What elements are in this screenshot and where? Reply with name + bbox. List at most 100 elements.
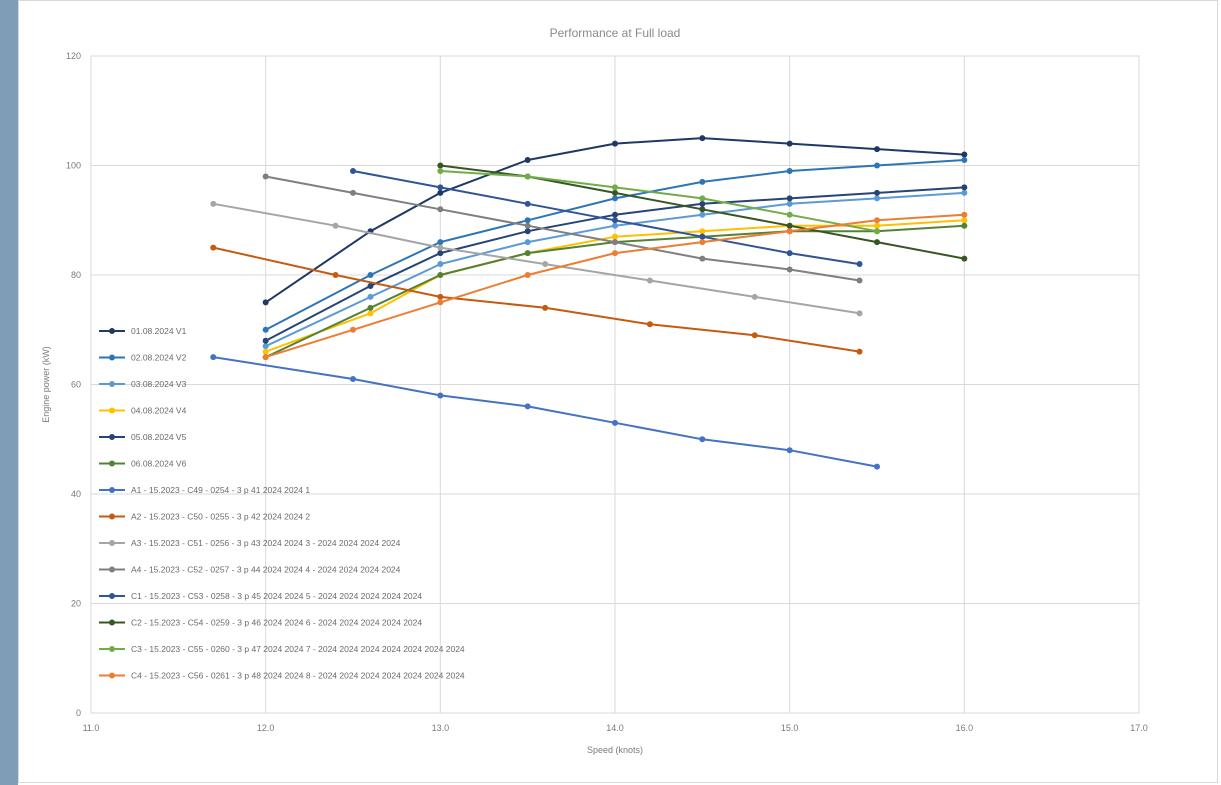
x-tick-label: 11.0 bbox=[83, 723, 100, 733]
y-tick-label: 20 bbox=[71, 599, 81, 609]
legend-swatch-marker bbox=[109, 619, 115, 626]
data-point bbox=[350, 326, 356, 333]
data-point bbox=[210, 200, 217, 207]
data-point bbox=[524, 217, 531, 224]
legend-entry: C4 - 15.2023 - C56 - 0261 - 3 p 48 2024 … bbox=[131, 671, 465, 681]
legend-swatch-marker bbox=[109, 593, 115, 599]
x-tick-label: 12.0 bbox=[257, 723, 275, 733]
data-point bbox=[262, 299, 269, 306]
chart-title: Performance at Full load bbox=[550, 26, 681, 40]
data-point bbox=[437, 162, 444, 169]
data-point bbox=[524, 403, 531, 410]
data-point bbox=[874, 189, 880, 196]
data-point bbox=[646, 321, 653, 328]
y-tick-label: 60 bbox=[71, 380, 81, 390]
data-point bbox=[786, 195, 793, 202]
x-tick-label: 15.0 bbox=[781, 723, 799, 733]
data-point bbox=[524, 228, 531, 235]
data-point bbox=[437, 293, 444, 300]
data-point bbox=[786, 228, 793, 235]
data-point bbox=[699, 206, 706, 213]
data-point bbox=[961, 255, 968, 262]
data-point bbox=[524, 200, 531, 207]
data-point bbox=[699, 233, 706, 240]
data-point bbox=[210, 244, 217, 251]
data-point bbox=[612, 250, 618, 257]
data-point bbox=[437, 184, 444, 191]
data-point bbox=[332, 222, 339, 229]
data-point bbox=[437, 189, 444, 196]
x-tick-label: 13.0 bbox=[432, 723, 450, 733]
data-point bbox=[437, 244, 444, 251]
y-tick-label: 100 bbox=[66, 161, 81, 171]
data-point bbox=[262, 343, 269, 350]
data-point bbox=[612, 211, 618, 218]
data-point bbox=[786, 211, 793, 218]
data-point bbox=[332, 272, 339, 278]
x-tick-label: 17.0 bbox=[1130, 723, 1148, 733]
legend-swatch-marker bbox=[109, 354, 115, 361]
data-point bbox=[874, 239, 880, 246]
data-point bbox=[612, 233, 618, 240]
data-point bbox=[612, 195, 618, 202]
data-point bbox=[961, 211, 968, 218]
data-point bbox=[524, 239, 531, 246]
legend-swatch-marker bbox=[109, 381, 115, 387]
data-point bbox=[751, 332, 758, 339]
data-point bbox=[542, 261, 549, 268]
data-point bbox=[699, 195, 706, 202]
data-point bbox=[367, 282, 374, 289]
legend-swatch-marker bbox=[109, 540, 115, 546]
data-point bbox=[524, 272, 531, 278]
data-point bbox=[874, 195, 880, 202]
data-point bbox=[612, 140, 618, 147]
data-point bbox=[612, 217, 618, 224]
legend-swatch-marker bbox=[109, 672, 115, 679]
data-point bbox=[786, 266, 793, 273]
data-point bbox=[699, 211, 706, 218]
data-point bbox=[612, 184, 618, 191]
data-point bbox=[612, 419, 618, 426]
legend-entry: A4 - 15.2023 - C52 - 0257 - 3 p 44 2024 … bbox=[131, 565, 401, 575]
data-point bbox=[524, 157, 531, 164]
data-point bbox=[699, 239, 706, 246]
data-point bbox=[524, 222, 531, 229]
legend-swatch-marker bbox=[109, 407, 115, 414]
data-point bbox=[437, 392, 444, 399]
data-point bbox=[646, 277, 653, 284]
data-point bbox=[437, 299, 444, 306]
legend-swatch-marker bbox=[109, 328, 115, 334]
legend-entry: 01.08.2024 V1 bbox=[131, 326, 187, 336]
data-point bbox=[961, 151, 968, 158]
data-point bbox=[856, 277, 863, 284]
chart-area: 11.0 12.0 13.0 14.0 15.0 16.0 17.0 0 20 40 60 80 100… bbox=[18, 0, 1218, 783]
data-point bbox=[367, 304, 374, 311]
data-point bbox=[786, 222, 793, 229]
data-point bbox=[437, 206, 444, 213]
x-tick-label: 14.0 bbox=[606, 723, 624, 733]
data-point bbox=[542, 304, 549, 311]
y-tick-label: 0 bbox=[76, 708, 81, 718]
legend-entry: A3 - 15.2023 - C51 - 0256 - 3 p 43 2024 … bbox=[131, 538, 401, 548]
data-point bbox=[262, 173, 269, 180]
window-edge bbox=[0, 0, 18, 785]
x-tick-label: 16.0 bbox=[956, 723, 974, 733]
y-axis-label: Engine power (kW) bbox=[41, 346, 51, 423]
legend-entry: 02.08.2024 V2 bbox=[131, 353, 187, 363]
data-point bbox=[961, 157, 968, 164]
data-point bbox=[367, 293, 374, 300]
legend-entry: A1 - 15.2023 - C49 - 0254 - 3 p 41 2024 … bbox=[131, 485, 310, 495]
data-point bbox=[699, 135, 706, 142]
data-point bbox=[437, 272, 444, 278]
series-line-13 bbox=[440, 170, 878, 233]
legend-swatch-marker bbox=[109, 513, 115, 520]
data-point bbox=[699, 178, 706, 185]
series-line-7 bbox=[213, 356, 878, 468]
legend-swatch-marker bbox=[109, 460, 115, 467]
data-point bbox=[262, 337, 269, 344]
legend-entry: C2 - 15.2023 - C54 - 0259 - 3 p 46 2024 … bbox=[131, 618, 422, 628]
data-point bbox=[699, 255, 706, 262]
data-point bbox=[961, 189, 968, 196]
data-point bbox=[350, 167, 356, 174]
data-point bbox=[437, 261, 444, 268]
